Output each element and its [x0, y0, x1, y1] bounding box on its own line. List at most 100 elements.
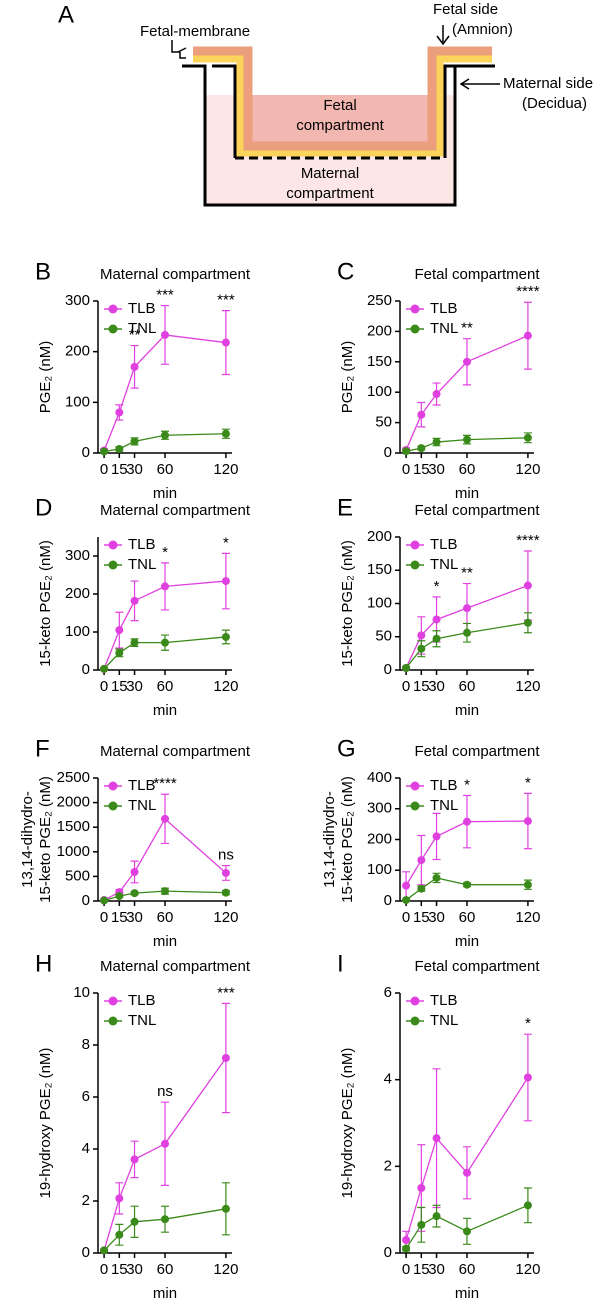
data-point	[463, 817, 471, 826]
label: (Amnion)	[452, 21, 513, 38]
x-tick-label: 30	[428, 909, 445, 926]
chart-title: Maternal compartment	[100, 958, 251, 975]
x-tick-label: 60	[157, 461, 174, 478]
data-point	[523, 1073, 532, 1082]
data-point	[417, 884, 426, 893]
y-tick-label: 50	[375, 628, 392, 645]
data-point	[523, 817, 532, 826]
chart: I Fetal compartment 19-hydroxy PGE₂ (nM) 0 2…	[337, 950, 540, 1302]
data-point	[417, 631, 426, 640]
y-tick-label: 150	[367, 353, 392, 370]
annotation: *	[464, 776, 470, 793]
data-point	[402, 881, 411, 890]
annotation: **	[129, 327, 141, 344]
x-tick-label: 15	[413, 909, 430, 926]
x-tick-label: 60	[157, 1261, 174, 1278]
label: Fetal	[323, 97, 356, 114]
data-point	[221, 868, 230, 877]
y-tick-label: 0	[384, 892, 392, 909]
y-axis-label: 13,14-dihydro-	[19, 791, 36, 888]
data-point	[402, 896, 411, 905]
x-axis-label: min	[455, 702, 479, 719]
data-point	[221, 632, 230, 641]
y-tick-label: 0	[384, 1244, 392, 1261]
y-tick-label: 0	[82, 892, 90, 909]
x-tick-label: 60	[157, 909, 174, 926]
x-tick-label: 0	[100, 678, 108, 695]
legend-label: TNL	[430, 320, 458, 337]
y-tick-label: 200	[367, 528, 392, 545]
y-axis-label: 15-keto PGE₂ (nM)	[37, 776, 54, 903]
data-point	[463, 1227, 471, 1236]
y-tick-label: 100	[65, 623, 90, 640]
x-axis-label: min	[455, 1285, 479, 1302]
label: Maternal	[301, 165, 359, 182]
fetal-medium	[250, 95, 430, 143]
data-point	[432, 438, 441, 447]
legend-marker	[410, 801, 420, 811]
x-tick-label: 30	[428, 461, 445, 478]
data-point	[115, 648, 124, 657]
annotation: ***	[217, 984, 235, 1001]
legend-label: TLB	[128, 992, 156, 1009]
chart-title: Fetal compartment	[414, 266, 540, 283]
legend-label: TLB	[430, 777, 458, 794]
chart-title: Maternal compartment	[100, 266, 251, 283]
arrow	[459, 78, 500, 90]
legend-marker	[108, 1016, 118, 1026]
data-point	[402, 664, 411, 673]
data-point	[130, 437, 139, 446]
data-point	[432, 634, 441, 643]
y-tick-label: 0	[82, 661, 90, 678]
x-tick-label: 30	[428, 1261, 445, 1278]
chart-title: Fetal compartment	[414, 958, 540, 975]
data-point	[115, 626, 124, 635]
legend-label: TNL	[128, 556, 156, 573]
x-tick-label: 0	[100, 909, 108, 926]
y-tick-label: 2500	[57, 769, 90, 786]
data-point	[100, 1246, 109, 1255]
y-tick-label: 0	[384, 444, 392, 461]
data-point	[161, 887, 169, 896]
amnion-layer	[193, 46, 492, 151]
data-point	[432, 873, 441, 882]
data-point	[130, 638, 139, 647]
data-point	[161, 638, 169, 647]
legend-label: TNL	[128, 320, 156, 337]
x-axis-label: min	[153, 702, 177, 719]
x-tick-label: 120	[213, 909, 238, 926]
data-point	[523, 1201, 532, 1210]
annotation: **	[461, 565, 473, 582]
chart-title: Maternal compartment	[100, 502, 251, 519]
chart: G Fetal compartment 13,14-dihydro- 15-keto …	[321, 735, 540, 950]
legend-marker	[108, 540, 118, 550]
legend-marker	[410, 781, 420, 791]
y-tick-label: 50	[375, 414, 392, 431]
y-tick-label: 1000	[57, 843, 90, 860]
data-point	[161, 1139, 169, 1148]
data-point	[221, 1204, 230, 1213]
y-tick-label: 4	[82, 1140, 90, 1157]
y-axis-label: 13,14-dihydro-	[321, 791, 338, 888]
x-tick-label: 15	[111, 1261, 128, 1278]
x-tick-label: 0	[100, 1261, 108, 1278]
y-axis-label: 19-hydroxy PGE₂ (nM)	[37, 1048, 54, 1199]
data-point	[100, 896, 109, 905]
legend-marker	[410, 304, 420, 314]
annotation: ns	[218, 847, 234, 864]
data-point	[402, 1244, 411, 1253]
x-axis-label: min	[455, 933, 479, 950]
y-tick-label: 2	[384, 1157, 392, 1174]
y-tick-label: 2	[82, 1192, 90, 1209]
annotation: *	[223, 534, 229, 551]
data-point	[130, 362, 139, 371]
y-tick-label: 300	[367, 800, 392, 817]
data-point	[221, 577, 230, 586]
x-tick-label: 120	[515, 1261, 540, 1278]
legend-marker	[410, 324, 420, 334]
annotation: **	[461, 320, 473, 337]
y-tick-label: 200	[65, 585, 90, 602]
legend-marker	[410, 540, 420, 550]
annotation: *	[525, 1015, 531, 1032]
